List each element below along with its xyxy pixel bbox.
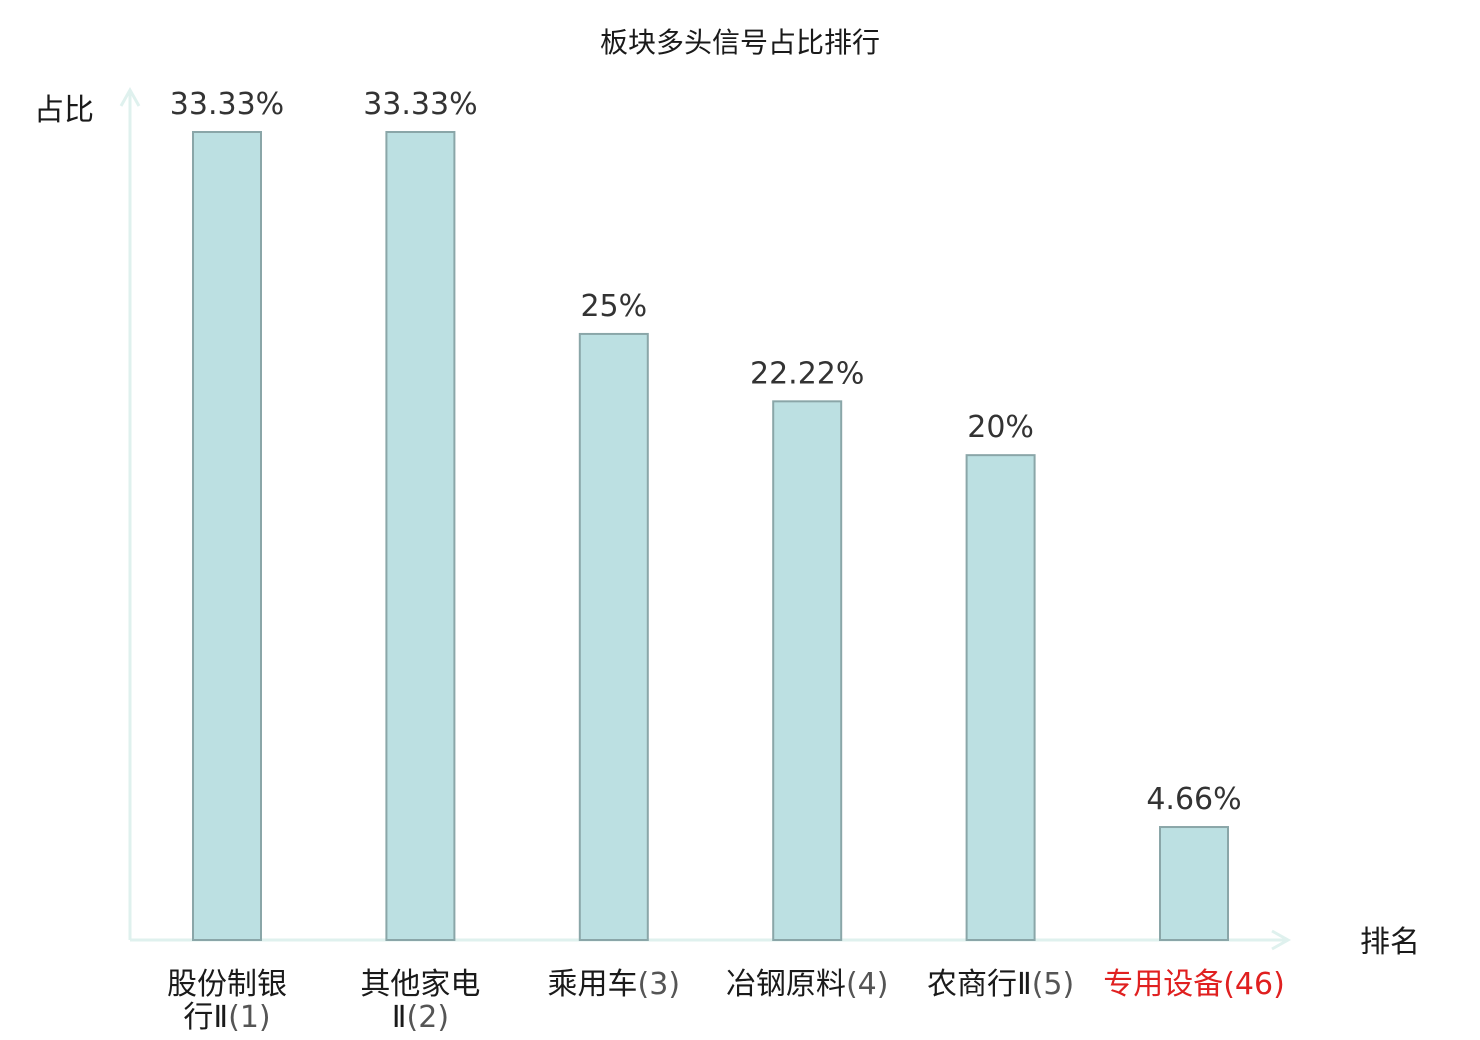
value-label: 20% xyxy=(967,410,1034,445)
value-label: 25% xyxy=(580,289,647,324)
axes xyxy=(119,86,1292,951)
category-label: 股份制银 xyxy=(167,967,287,1002)
category-rank: (1) xyxy=(228,1000,271,1035)
x-axis-label: 排名 xyxy=(1360,925,1420,960)
category-label: 其他家电 xyxy=(360,967,480,1002)
bar xyxy=(385,131,456,941)
value-label: 4.66% xyxy=(1146,782,1241,817)
value-label: 33.33% xyxy=(170,87,284,122)
value-label: 33.33% xyxy=(363,87,477,122)
category-rank: (5) xyxy=(1032,967,1075,1002)
category-label: 行Ⅱ(1) xyxy=(183,1000,270,1035)
y-axis-arrow xyxy=(119,86,141,107)
category-label: 专用设备(46) xyxy=(1103,967,1285,1002)
category-label: Ⅱ(2) xyxy=(392,1000,449,1035)
bar xyxy=(965,454,1036,941)
bar xyxy=(192,131,262,941)
category-rank: (4) xyxy=(846,967,889,1002)
category-rank: (3) xyxy=(638,967,681,1002)
category-rank: (46) xyxy=(1223,967,1285,1002)
category-label: 农商行Ⅱ(5) xyxy=(927,967,1074,1002)
chart-title: 板块多头信号占比排行 xyxy=(600,26,880,59)
value-labels: 33.33% 33.33% 25% 22.22% 20% 4.66% xyxy=(170,87,1242,817)
bars xyxy=(192,131,1229,942)
bar xyxy=(772,400,843,942)
x-axis-arrow xyxy=(1271,929,1292,951)
value-label: 22.22% xyxy=(750,356,864,391)
category-rank: (2) xyxy=(407,1000,450,1035)
bar xyxy=(578,332,649,941)
category-label: 乘用车(3) xyxy=(548,967,681,1002)
y-axis-label: 占比 xyxy=(34,93,94,128)
category-label: 冶钢原料(4) xyxy=(726,967,889,1002)
bar xyxy=(1159,826,1229,941)
